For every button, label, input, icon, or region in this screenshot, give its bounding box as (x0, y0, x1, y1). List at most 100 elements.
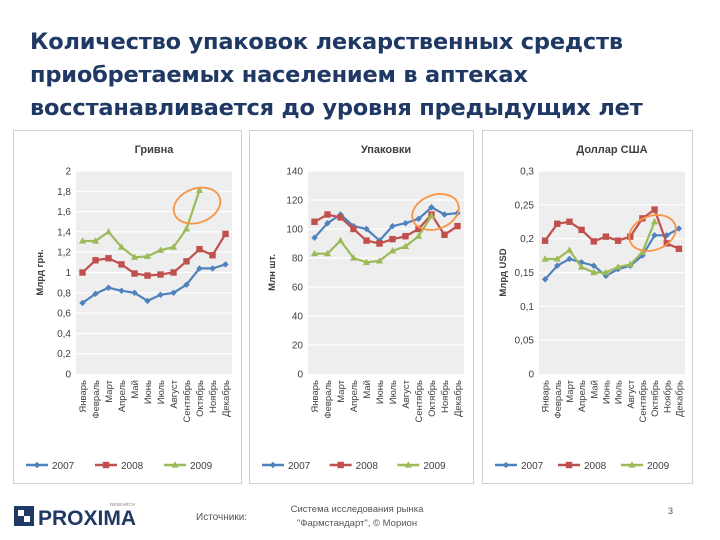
data-point-2008 (602, 233, 610, 240)
data-point-2009 (104, 228, 113, 235)
data-point-2007 (554, 262, 561, 269)
y-axis-label: Млрд грн. (35, 249, 46, 295)
data-point-2007 (92, 290, 99, 298)
y-tick-label: 0,2 (520, 234, 534, 245)
legend-marker-2009 (171, 461, 179, 468)
data-point-2008 (183, 258, 190, 265)
y-tick-label: 120 (286, 196, 303, 207)
highlight-ellipse (411, 193, 460, 231)
x-tick-label: Июнь (143, 380, 154, 404)
data-point-2008 (209, 252, 216, 259)
data-point-2008 (541, 237, 549, 244)
series-line-2009 (82, 189, 201, 259)
x-tick-label: Июль (156, 380, 167, 404)
data-point-2007 (311, 234, 318, 241)
legend-marker-2007 (33, 461, 41, 469)
data-point-2008 (389, 235, 396, 243)
chart-title: Доллар США (576, 144, 647, 156)
chart-packages: Упаковки Млн шт. 0 20 40 60 80 100 120 140 Январь Ф… (262, 144, 464, 472)
data-point-2009 (349, 254, 358, 261)
data-point-2009 (401, 242, 410, 249)
data-point-2007 (118, 287, 125, 294)
data-point-2008 (376, 240, 383, 247)
legend: 2007 2008 2009 (495, 461, 670, 472)
data-point-2009 (195, 186, 204, 193)
x-tick-label: Сентябрь (638, 380, 649, 423)
data-point-2009 (375, 257, 384, 264)
y-tick-label: 0 (297, 370, 303, 381)
legend-marker-2008 (337, 461, 344, 469)
data-point-2007 (389, 222, 396, 230)
y-tick-label: 0,2 (57, 349, 71, 360)
data-point-2008 (441, 231, 448, 238)
data-point-2008 (92, 257, 99, 264)
x-tick-label: Июнь (601, 380, 612, 404)
data-point-2008 (402, 233, 409, 240)
chart-usd: Доллар США Млрд USD 0 0,05 0,1 0,15 0,2 0,25 0,3… (495, 144, 685, 472)
data-point-2009 (143, 252, 152, 259)
data-point-2009 (577, 263, 586, 270)
x-tick-label: Ноябрь (662, 380, 673, 413)
y-tick-label: 0 (528, 370, 534, 381)
sources-text: Система исследования рынка "Фармстандарт… (290, 504, 424, 529)
data-point-2008 (454, 222, 461, 230)
y-tick-label: 0,6 (57, 309, 71, 320)
series-line-2009 (545, 221, 656, 274)
legend-label-2007: 2007 (52, 461, 75, 472)
chart-panel-usd: Доллар США Млрд USD 0 0,05 0,1 0,15 0,2 0,25 0,3… (482, 130, 693, 484)
data-point-2008 (144, 272, 151, 279)
data-point-2008 (337, 214, 344, 221)
y-tick-label: 2 (65, 167, 71, 178)
y-tick-label: 0,8 (57, 288, 71, 299)
y-tick-label: 1,6 (57, 207, 71, 218)
data-point-2008 (415, 225, 422, 233)
x-tick-label: Февраль (323, 380, 334, 419)
y-tick-label: 0,1 (520, 302, 534, 313)
data-point-2008 (311, 218, 318, 225)
legend-label-2008: 2008 (356, 461, 379, 472)
data-point-2009 (626, 260, 634, 267)
data-point-2008 (105, 255, 112, 262)
data-point-2009 (91, 237, 100, 244)
data-point-2009 (323, 249, 332, 257)
chart-panel-packages: Упаковки Млн шт. 0 20 40 60 80 100 120 140 Январь Ф… (249, 130, 474, 484)
x-tick-label: Август (401, 379, 412, 408)
series-2009 (541, 217, 659, 276)
data-point-2007 (144, 297, 151, 305)
data-point-2007 (196, 265, 203, 272)
x-tick-label: Май (589, 380, 600, 399)
y-tick-label: 40 (292, 312, 304, 323)
x-tick-label: Апрель (117, 380, 128, 412)
legend-marker-2008 (565, 461, 573, 469)
y-tick-label: 1,2 (57, 248, 71, 259)
legend: 2007 2008 2009 (262, 461, 446, 472)
legend-label-2009: 2009 (647, 461, 670, 472)
y-tick-label: 20 (292, 341, 304, 352)
data-point-2009 (310, 249, 319, 257)
data-point-2008 (170, 269, 177, 276)
legend-label-2007: 2007 (288, 461, 311, 472)
data-point-2008 (614, 237, 622, 244)
data-point-2007 (590, 262, 597, 269)
data-point-2008 (554, 220, 561, 227)
data-point-2008 (627, 233, 634, 240)
x-tick-label: Январь (541, 380, 552, 413)
series-2008 (79, 230, 229, 279)
chart-title: Упаковки (361, 144, 411, 156)
data-point-2009 (117, 243, 126, 250)
x-tick-label: Декабрь (674, 380, 685, 417)
data-point-2009 (182, 225, 191, 232)
data-point-2007 (324, 220, 331, 227)
series-2009 (310, 212, 436, 265)
legend-label-2007: 2007 (521, 461, 544, 472)
legend-marker-2008 (102, 461, 110, 469)
y-axis-label: Млн шт. (267, 254, 278, 291)
x-tick-label: Март (104, 379, 115, 402)
x-tick-label: Июль (614, 380, 625, 404)
data-point-2009 (169, 243, 178, 250)
data-point-2009 (602, 268, 610, 276)
data-point-2008 (590, 238, 597, 245)
legend: 2007 2008 2009 (26, 461, 213, 472)
y-tick-label: 60 (292, 283, 304, 294)
data-point-2008 (675, 245, 683, 253)
